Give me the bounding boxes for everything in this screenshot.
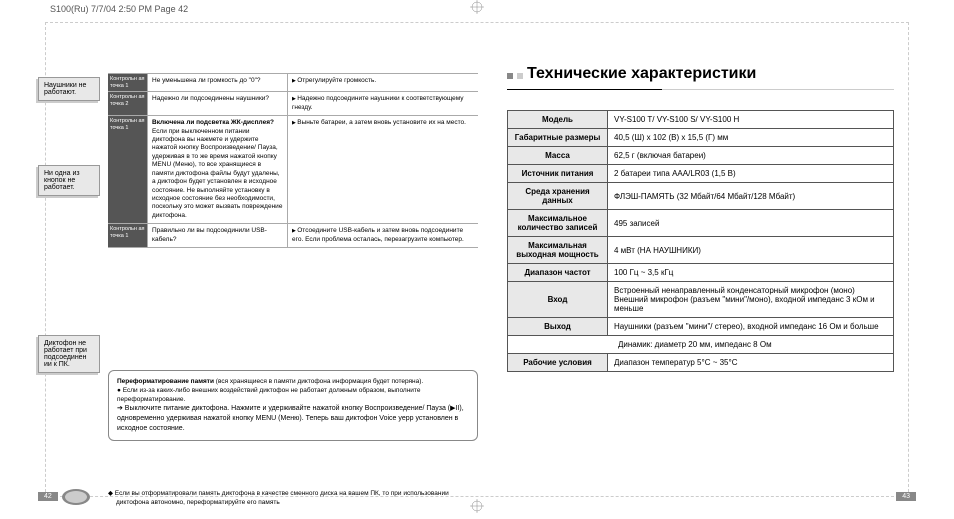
- table-row: Рабочие условияДиапазон температур 5°C ~…: [508, 354, 894, 372]
- reformat-intro: (вся хранящиеся в памяти диктофона инфор…: [214, 378, 423, 385]
- table-row: Динамик: диаметр 20 мм, импеданс 8 Ом: [508, 336, 894, 354]
- spec-value: Наушники (разъем "мини"/ стерео), входно…: [608, 318, 894, 336]
- spec-value: 62,5 г (включая батареи): [608, 147, 894, 165]
- footnote: ◆ Если вы отформатировали память диктофо…: [108, 490, 478, 507]
- problem-label-3: Диктофон не работает при подсоединен ии …: [38, 335, 100, 373]
- page-number-right: 43: [896, 492, 916, 501]
- right-page: Технические характеристики МодельVY-S100…: [467, 35, 914, 509]
- left-page: Наушники не работают. Ни одна из кнопок …: [40, 35, 467, 509]
- crop-mark-bottom: [462, 499, 492, 519]
- spec-key: Масса: [508, 147, 608, 165]
- crop-mark-top: [462, 0, 492, 20]
- spec-value: 40,5 (Ш) x 102 (В) x 15,5 (Г) мм: [608, 129, 894, 147]
- check-label: Контрольн ая точка 2: [108, 92, 148, 115]
- answer: Отрегулируйте громкость.: [288, 74, 478, 91]
- print-header: S100(Ru) 7/7/04 2:50 PM Page 42: [50, 4, 188, 14]
- problem-label-2: Ни одна из кнопок не работает.: [38, 165, 100, 196]
- table-row: ВходВстроенный ненаправленный конденсато…: [508, 282, 894, 318]
- table-row: Контрольн ая точка 2 Надежно ли подсоеди…: [108, 92, 478, 116]
- question: Не уменьшена ли громкость до "0"?: [148, 74, 288, 91]
- spec-value: VY-S100 T/ VY-S100 S/ VY-S100 H: [608, 111, 894, 129]
- check-label: Контрольн ая точка 1: [108, 74, 148, 91]
- table-row: Масса62,5 г (включая батареи): [508, 147, 894, 165]
- square-icon: [507, 73, 513, 79]
- answer: Отсоедините USB-кабель и затем вновь под…: [288, 224, 478, 247]
- title-underline: [507, 89, 894, 90]
- spec-key: Рабочие условия: [508, 354, 608, 372]
- spec-value: 100 Гц ~ 3,5 кГц: [608, 264, 894, 282]
- square-icon: [517, 73, 523, 79]
- page-number-left: 42: [38, 492, 58, 501]
- check-label: Контрольн ая точка 1: [108, 224, 148, 247]
- table-row: Максимальное количество записей495 запис…: [508, 210, 894, 237]
- page-title: Технические характеристики: [527, 65, 756, 83]
- table-row: Контрольн ая точка 1 Правильно ли вы под…: [108, 224, 478, 248]
- spec-value: ФЛЭШ-ПАМЯТЬ (32 Мбайт/64 Мбайт/128 Мбайт…: [608, 183, 894, 210]
- question: Включена ли подсветка ЖК-дисплея? Если пр…: [148, 116, 288, 223]
- troubleshoot-table: Контрольн ая точка 1 Не уменьшена ли гро…: [108, 73, 478, 248]
- spec-key: Источник питания: [508, 165, 608, 183]
- spec-key: Выход: [508, 318, 608, 336]
- spec-table: МодельVY-S100 T/ VY-S100 S/ VY-S100 HГаб…: [507, 110, 894, 372]
- reformat-box: Переформатирование памяти (вся хранящиес…: [108, 370, 478, 441]
- reformat-b2: ➔ Выключите питание диктофона. Нажмите и…: [117, 405, 464, 432]
- table-row: МодельVY-S100 T/ VY-S100 S/ VY-S100 H: [508, 111, 894, 129]
- table-row: Контрольн ая точка 1 Не уменьшена ли гро…: [108, 73, 478, 92]
- spec-key: Вход: [508, 282, 608, 318]
- table-row: Габаритные размеры40,5 (Ш) x 102 (В) x 1…: [508, 129, 894, 147]
- spec-value: 4 мВт (НА НАУШНИКИ): [608, 237, 894, 264]
- spec-key: Диапазон частот: [508, 264, 608, 282]
- question: Надежно ли подсоединены наушники?: [148, 92, 288, 115]
- check-label: Контрольн ая точка 1: [108, 116, 148, 223]
- spec-value: Встроенный ненаправленный конденсаторный…: [608, 282, 894, 318]
- table-row: Диапазон частот100 Гц ~ 3,5 кГц: [508, 264, 894, 282]
- reformat-title: Переформатирование памяти: [117, 378, 214, 385]
- problem-label-1: Наушники не работают.: [38, 77, 100, 101]
- spec-value: 495 записей: [608, 210, 894, 237]
- spec-key: Среда хранения данных: [508, 183, 608, 210]
- table-row: Источник питания2 батареи типа AAA/LR03 …: [508, 165, 894, 183]
- spec-value: Диапазон температур 5°C ~ 35°C: [608, 354, 894, 372]
- spec-key: Модель: [508, 111, 608, 129]
- spec-key: Максимальная выходная мощность: [508, 237, 608, 264]
- title-decoration: Технические характеристики: [507, 65, 894, 87]
- question: Правильно ли вы подсоединили USB-кабель?: [148, 224, 288, 247]
- table-row: ВыходНаушники (разъем "мини"/ стерео), в…: [508, 318, 894, 336]
- page-spread: S100(Ru) 7/7/04 2:50 PM Page 42 Наушники…: [0, 0, 954, 519]
- note-icon: [60, 487, 92, 507]
- reformat-b1: ● Если из-за каких-либо внешних воздейст…: [117, 387, 420, 403]
- table-row: Максимальная выходная мощность4 мВт (НА …: [508, 237, 894, 264]
- spec-value: Динамик: диаметр 20 мм, импеданс 8 Ом: [508, 336, 894, 354]
- spec-value: 2 батареи типа AAA/LR03 (1,5 В): [608, 165, 894, 183]
- table-row: Среда хранения данныхФЛЭШ-ПАМЯТЬ (32 Мба…: [508, 183, 894, 210]
- table-row: Контрольн ая точка 1 Включена ли подсвет…: [108, 116, 478, 224]
- spec-key: Габаритные размеры: [508, 129, 608, 147]
- spec-key: Максимальное количество записей: [508, 210, 608, 237]
- answer: Надежно подсоедините наушники к соответс…: [288, 92, 478, 115]
- answer: Выньте батареи, а затем вновь установите…: [288, 116, 478, 223]
- question-rest: Если при выключенном питании диктофона в…: [152, 128, 282, 219]
- question-bold: Включена ли подсветка ЖК-дисплея?: [152, 119, 274, 126]
